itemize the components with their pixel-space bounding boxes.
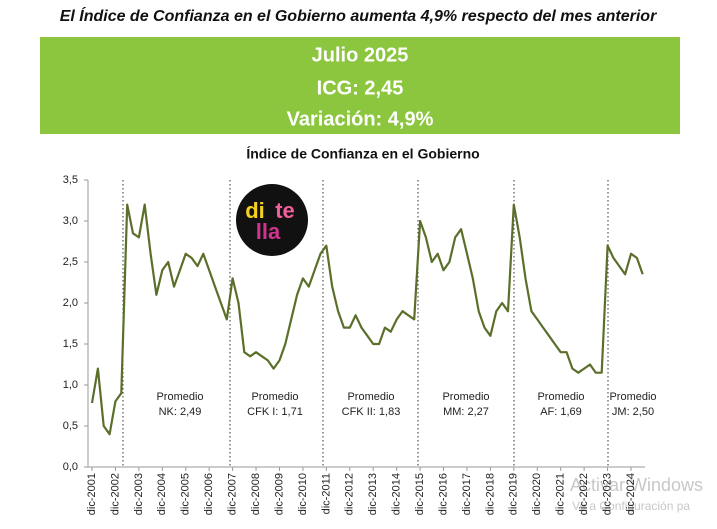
period-average: Promedio (347, 391, 394, 403)
logo-text: lla (256, 219, 281, 244)
x-tick-label: dic-2013 (367, 473, 379, 515)
x-tick-label: dic-2023 (601, 473, 613, 515)
period-average: Promedio (156, 391, 203, 403)
period-average: Promedio (251, 391, 298, 403)
period-average: Promedio (609, 391, 656, 403)
x-tick-label: dic-2024 (625, 473, 637, 515)
series-line (90, 203, 644, 436)
watermark: Activar Windows (570, 475, 703, 495)
x-tick-label: dic-2021 (555, 473, 567, 515)
logo-text: di (245, 198, 265, 223)
x-tick-label: dic-2012 (344, 473, 356, 515)
period-average: JM: 2,50 (612, 406, 654, 418)
y-tick-label: 3,5 (63, 174, 78, 186)
y-tick-label: 1,0 (63, 379, 78, 391)
x-tick-label: dic-2003 (133, 473, 145, 515)
banner (40, 37, 680, 134)
chart-title: Índice de Confianza en el Gobierno (246, 146, 479, 162)
x-tick-label: dic-2015 (414, 473, 426, 515)
logo: di te lla (236, 184, 308, 256)
y-tick-label: 2,5 (63, 256, 78, 268)
period-average: CFK II: 1,83 (342, 406, 401, 418)
x-tick-label: dic-2011 (320, 473, 332, 514)
y-tick-label: 0,0 (63, 461, 78, 473)
x-tick-label: dic-2007 (227, 473, 239, 515)
x-tick-label: dic-2010 (297, 473, 309, 515)
y-tick-label: 0,5 (63, 420, 78, 432)
x-tick-label: dic-2020 (531, 473, 543, 515)
y-tick-label: 3,0 (63, 215, 78, 227)
x-tick-label: dic-2002 (109, 473, 121, 515)
x-tick-label: dic-2017 (461, 473, 473, 515)
x-tick-label: dic-2006 (203, 473, 215, 515)
banner-line: Variación: 4,9% (287, 108, 434, 130)
logo-text: te (275, 198, 295, 223)
x-tick-label: dic-2018 (484, 473, 496, 515)
x-tick-label: dic-2005 (180, 473, 192, 515)
period-average: NK: 2,49 (159, 406, 202, 418)
x-tick-label: dic-2016 (437, 473, 449, 515)
watermark: Ve a Configuración pa (572, 499, 690, 513)
period-average: Promedio (537, 391, 584, 403)
period-average: AF: 1,69 (540, 406, 582, 418)
x-tick-label: dic-2009 (273, 473, 285, 515)
logo-circle (236, 184, 308, 256)
period-average: Promedio (442, 391, 489, 403)
x-tick-label: dic-2004 (156, 473, 168, 515)
y-tick-label: 1,5 (63, 338, 78, 350)
x-tick-label: dic-2014 (391, 473, 403, 515)
period-average: CFK I: 1,71 (247, 406, 303, 418)
banner-line: ICG: 2,45 (317, 77, 404, 99)
banner-line: Julio 2025 (312, 44, 409, 66)
x-tick-label: dic-2008 (250, 473, 262, 515)
period-average: MM: 2,27 (443, 406, 489, 418)
x-tick-label: dic-2019 (508, 473, 520, 515)
headline: El Índice de Confianza en el Gobierno au… (60, 6, 657, 25)
x-tick-label: dic-2001 (86, 473, 98, 515)
y-tick-label: 2,0 (63, 297, 78, 309)
x-tick-label: dic-2022 (578, 473, 590, 515)
